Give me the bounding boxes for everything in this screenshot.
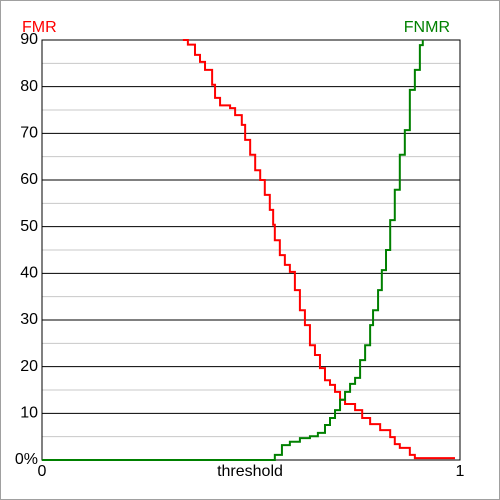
x-tick-label: 1 xyxy=(456,463,465,480)
y-tick-label: 60 xyxy=(20,171,38,188)
series-line xyxy=(42,40,424,461)
y-tick-label: 0% xyxy=(15,451,38,468)
x-tick-label: 0 xyxy=(38,463,47,480)
legend-label: FMR xyxy=(22,19,57,36)
y-tick-label: 40 xyxy=(20,265,38,282)
y-tick-label: 80 xyxy=(20,78,38,95)
x-axis-label: threshold xyxy=(217,463,283,480)
y-tick-label: 10 xyxy=(20,405,38,422)
y-tick-label: 90 xyxy=(20,31,38,48)
y-tick-label: 70 xyxy=(20,125,38,142)
series-line xyxy=(182,39,455,460)
y-tick-label: 30 xyxy=(20,311,38,328)
legend-label: FNMR xyxy=(404,19,450,36)
y-tick-label: 20 xyxy=(20,358,38,375)
y-tick-label: 50 xyxy=(20,218,38,235)
